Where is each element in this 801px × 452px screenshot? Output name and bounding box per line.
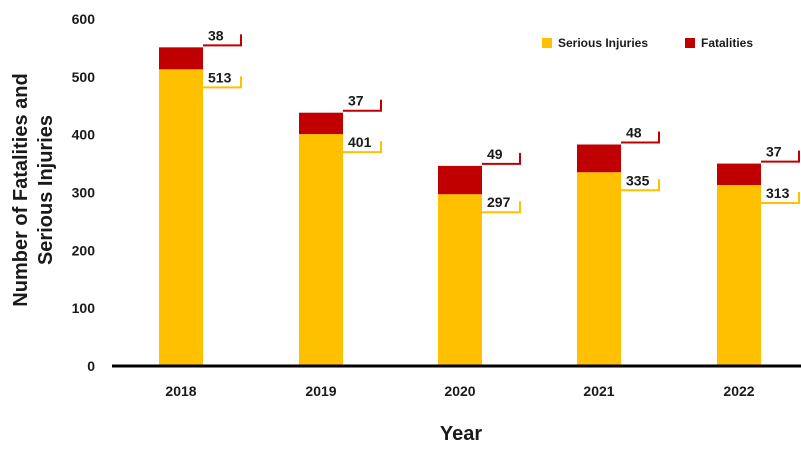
data-label-leader-fatalities-2022	[761, 150, 800, 163]
data-label-serious-injuries-2022: 313	[766, 185, 790, 201]
legend-swatch-fatalities	[685, 38, 695, 48]
y-tick-label: 500	[72, 69, 96, 85]
x-tick-label-2018: 2018	[165, 383, 196, 399]
bars	[159, 47, 761, 366]
bar-fatalities-2020	[438, 165, 482, 195]
data-label-fatalities-2019: 37	[348, 93, 364, 109]
bar-serious-injuries-2022	[717, 184, 761, 366]
x-tick-label-2021: 2021	[583, 383, 614, 399]
y-tick-labels: 0 100 200 300 400 500 600	[72, 11, 96, 374]
y-tick-label: 100	[72, 300, 96, 316]
legend: Serious Injuries Fatalities	[542, 36, 753, 50]
legend-label-serious-injuries: Serious Injuries	[558, 36, 648, 50]
y-axis-title-line-1: Number of Fatalities and	[10, 73, 32, 306]
data-label-fatalities-2018: 38	[208, 27, 224, 43]
bar-fatalities-2021	[577, 144, 621, 173]
y-tick-label: 200	[72, 242, 96, 258]
data-label-leader-serious-injuries-2019	[343, 141, 382, 154]
data-label-serious-injuries-2019: 401	[348, 134, 372, 150]
data-label-serious-injuries-2021: 335	[626, 172, 650, 188]
legend-swatch-serious-injuries	[542, 38, 552, 48]
x-tick-label-2022: 2022	[723, 383, 754, 399]
bar-fatalities-2018	[159, 47, 203, 70]
data-label-fatalities-2021: 48	[626, 124, 642, 140]
bar-serious-injuries-2021	[577, 172, 621, 366]
data-label-fatalities-2022: 37	[766, 144, 782, 160]
bar-fatalities-2019	[299, 112, 343, 135]
data-labels: 513 38 401 37 297 49 335 48 313 37	[203, 27, 800, 214]
y-tick-label: 400	[72, 127, 96, 143]
x-tick-labels: 2018 2019 2020 2021 2022	[165, 383, 754, 399]
data-label-serious-injuries-2018: 513	[208, 69, 232, 85]
y-axis-title-line-2: Serious Injuries	[35, 115, 57, 265]
legend-label-fatalities: Fatalities	[701, 36, 753, 50]
data-label-leader-serious-injuries-2021	[621, 179, 660, 192]
data-label-leader-fatalities-2021	[621, 131, 660, 144]
x-axis-title: Year	[440, 423, 482, 445]
bar-fatalities-2022	[717, 163, 761, 185]
data-label-fatalities-2020: 49	[487, 146, 503, 162]
x-tick-label-2020: 2020	[444, 383, 475, 399]
data-label-leader-fatalities-2019	[343, 99, 382, 112]
x-tick-label-2019: 2019	[305, 383, 336, 399]
y-tick-label: 600	[72, 11, 96, 27]
data-label-leader-serious-injuries-2018	[203, 76, 242, 89]
y-axis-title: Number of Fatalities and Serious Injurie…	[10, 73, 57, 306]
data-label-leader-fatalities-2018	[203, 34, 242, 47]
bar-serious-injuries-2020	[438, 194, 482, 366]
data-label-serious-injuries-2020: 297	[487, 194, 511, 210]
data-label-leader-serious-injuries-2022	[761, 191, 800, 204]
bar-serious-injuries-2018	[159, 69, 203, 366]
y-tick-label: 300	[72, 185, 96, 201]
y-tick-label: 0	[87, 358, 95, 374]
bar-serious-injuries-2019	[299, 134, 343, 366]
data-label-leader-fatalities-2020	[482, 152, 521, 165]
data-label-leader-serious-injuries-2020	[482, 201, 521, 214]
